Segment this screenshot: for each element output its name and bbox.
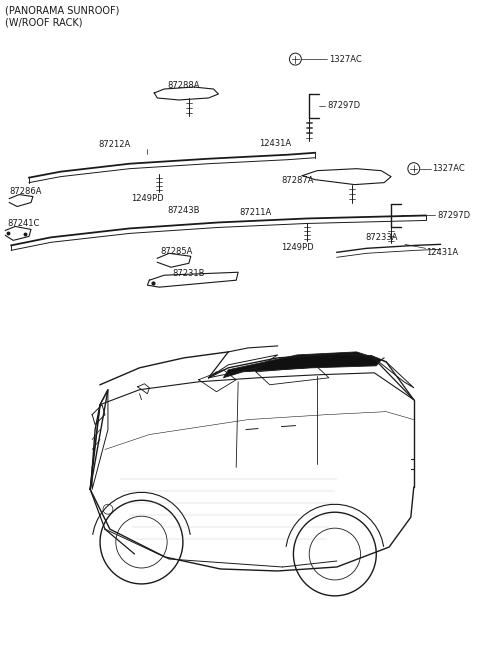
Text: 1249PD: 1249PD — [281, 243, 313, 253]
Text: 12431A: 12431A — [426, 249, 458, 257]
Text: 1249PD: 1249PD — [131, 194, 164, 203]
Text: 87297D: 87297D — [437, 211, 470, 220]
Text: 87297D: 87297D — [327, 102, 360, 110]
Text: 87286A: 87286A — [9, 186, 42, 195]
Text: 87288A: 87288A — [168, 81, 200, 90]
Text: (W/ROOF RACK): (W/ROOF RACK) — [5, 17, 83, 28]
Text: 87231B: 87231B — [173, 269, 205, 278]
Text: 87233A: 87233A — [365, 234, 397, 242]
Text: 1327AC: 1327AC — [432, 164, 465, 173]
Text: 87212A: 87212A — [99, 140, 131, 149]
Text: 87241C: 87241C — [7, 219, 40, 228]
Polygon shape — [223, 352, 381, 378]
Text: 1327AC: 1327AC — [329, 54, 361, 64]
Text: 87285A: 87285A — [161, 247, 193, 256]
Text: 87243B: 87243B — [168, 207, 200, 215]
Text: 87211A: 87211A — [240, 209, 272, 218]
Text: 87287A: 87287A — [281, 176, 313, 184]
Text: 12431A: 12431A — [260, 139, 292, 148]
Text: (PANORAMA SUNROOF): (PANORAMA SUNROOF) — [5, 5, 120, 15]
